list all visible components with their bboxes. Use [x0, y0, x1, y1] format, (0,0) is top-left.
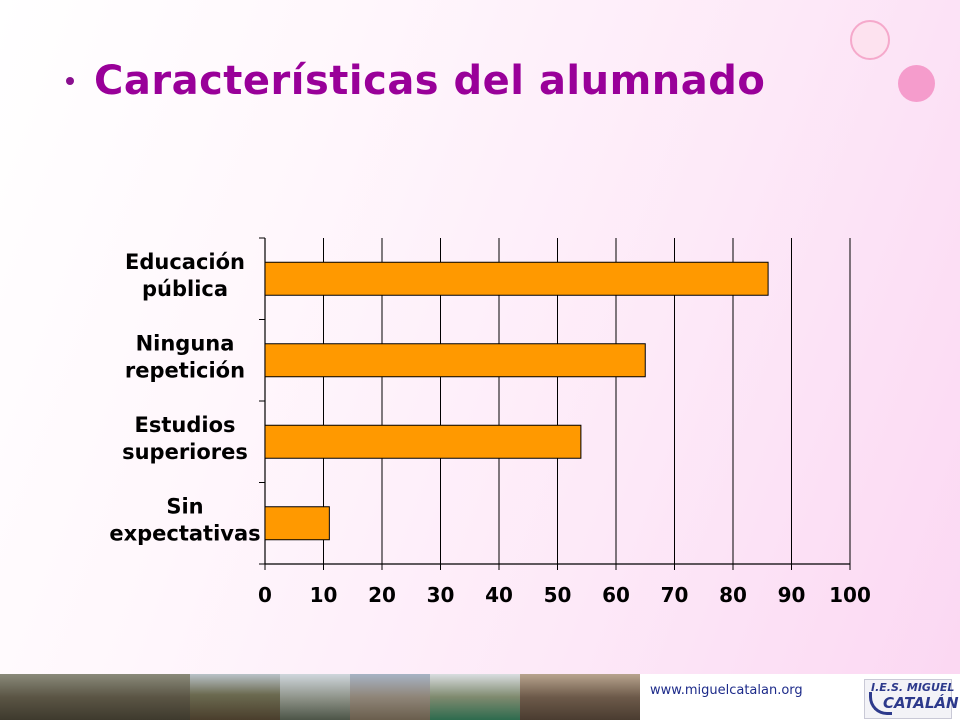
- school-logo: I.E.S. MIGUEL CATALÁN: [864, 679, 959, 719]
- bar: [264, 261, 769, 296]
- building-photo: [350, 674, 430, 720]
- bar: [264, 424, 582, 459]
- slide-title: Características del alumnado: [94, 58, 766, 104]
- slide-title-row: Características del alumnado: [66, 58, 765, 104]
- category-label: superiores: [122, 440, 248, 464]
- category-label: Estudios: [135, 413, 236, 437]
- logo-top-text: I.E.S. MIGUEL: [871, 681, 955, 694]
- x-tick-label: 50: [544, 583, 572, 607]
- playground-photo: [280, 674, 350, 720]
- x-tick-label: 10: [310, 583, 338, 607]
- category-label: pública: [142, 277, 228, 301]
- sports-court-photo: [430, 674, 520, 720]
- x-tick-label: 20: [368, 583, 396, 607]
- bar: [264, 506, 330, 541]
- students-photo: [520, 674, 640, 720]
- decorative-circle-icon: [850, 20, 890, 60]
- bar: [264, 343, 646, 378]
- footer: www.miguelcatalan.org I.E.S. MIGUEL CATA…: [0, 674, 960, 720]
- category-label: Educación: [125, 250, 245, 274]
- category-label: expectativas: [109, 521, 260, 545]
- bullet-icon: [66, 77, 74, 85]
- category-label: Sin: [166, 494, 203, 518]
- bar-chart: 0 10 20 30 40 50 60 70 80 90 100 Educación pública Ni…: [109, 237, 871, 607]
- decorative-circle-icon: [898, 65, 935, 102]
- school-building-photo: [0, 674, 190, 720]
- category-label: repetición: [125, 358, 245, 382]
- website-link[interactable]: www.miguelcatalan.org: [650, 683, 803, 698]
- x-tick-label: 70: [661, 583, 689, 607]
- x-tick-label: 30: [427, 583, 455, 607]
- x-tick-label: 90: [778, 583, 806, 607]
- category-label: Ninguna: [136, 331, 235, 355]
- x-tick-label: 0: [258, 583, 272, 607]
- x-tick-label: 60: [602, 583, 630, 607]
- logo-swoosh-icon: [869, 692, 892, 715]
- x-tick-label: 40: [485, 583, 513, 607]
- x-tick-label: 80: [719, 583, 747, 607]
- footer-photo-strip: [0, 674, 640, 720]
- footer-brand: www.miguelcatalan.org I.E.S. MIGUEL CATA…: [640, 674, 960, 720]
- trees-photo: [190, 674, 280, 720]
- logo-bottom-text: CATALÁN: [883, 694, 959, 712]
- x-tick-label: 100: [829, 583, 871, 607]
